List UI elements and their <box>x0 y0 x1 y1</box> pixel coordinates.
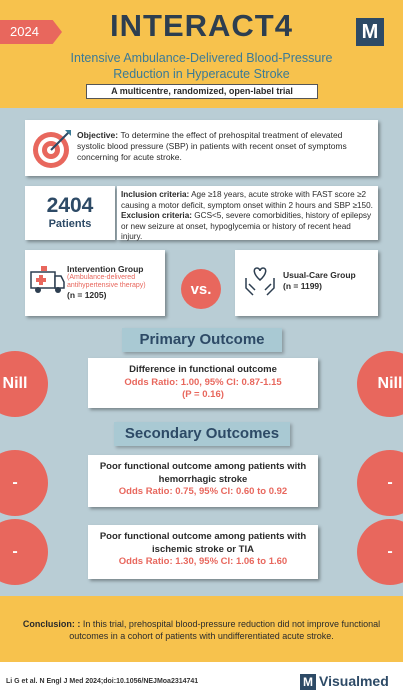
footer-logo: M <box>300 674 316 690</box>
exclusion-label: Exclusion criteria: <box>121 211 192 220</box>
intervention-n: (n = 1205) <box>67 290 107 300</box>
exclusion: GCS<5, severe comorbidities, history of … <box>121 211 372 241</box>
outcome-title: Poor functional outcome among patients w… <box>99 531 307 555</box>
year-tag: 2024 <box>0 20 62 44</box>
objective-text: To determine the effect of prehospital t… <box>77 130 347 162</box>
ambulance-icon <box>30 266 65 293</box>
secondary-box: Poor functional outcome among patients w… <box>88 455 318 507</box>
conclusion-text: In this trial, prehospital blood-pressur… <box>69 619 381 641</box>
objective-box: Objective: To determine the effect of pr… <box>25 120 378 176</box>
patients-count: 2404 <box>46 194 94 217</box>
usual-text: Usual-Care Group (n = 1199) <box>283 270 375 292</box>
intervention-text: Intervention Group (Ambulance-delivered … <box>67 264 163 300</box>
design: A multicentre, randomized, open-label tr… <box>86 84 318 99</box>
main <box>0 108 403 596</box>
citation: Li G et al. N Engl J Med 2024;doi:10.105… <box>6 678 199 685</box>
patients-box: 2404 Patients <box>25 186 115 240</box>
usual-name: Usual-Care Group <box>283 270 356 280</box>
brand: Visualmed <box>319 673 389 689</box>
intervention-name: Intervention Group <box>67 264 144 274</box>
side-label: - <box>357 519 403 585</box>
inclusion: Age ≥18 years, acute stroke with FAST sc… <box>121 190 373 210</box>
outcome-title: Poor functional outcome among patients w… <box>99 461 307 485</box>
outcome-result: Odds Ratio: 1.00, 95% CI: 0.87-1.15 <box>124 376 282 388</box>
intervention-note: (Ambulance-delivered antihypertensive th… <box>67 274 146 289</box>
patients-label: Patients <box>48 218 92 230</box>
inclusion-label: Inclusion criteria: <box>121 190 190 199</box>
target-icon <box>33 130 71 168</box>
objective-label: Objective: <box>77 130 119 140</box>
criteria-box: Inclusion criteria: Age ≥18 years, acute… <box>117 186 378 241</box>
logo: M <box>356 18 384 46</box>
care-icon <box>245 267 275 296</box>
outcome-result: Odds Ratio: 1.30, 95% CI: 1.06 to 1.60 <box>118 556 288 567</box>
outcome-p: (P = 0.16) <box>182 389 224 400</box>
secondary-heading: Secondary Outcomes <box>114 422 290 446</box>
primary-heading: Primary Outcome <box>122 328 282 352</box>
title: INTERACT4 <box>110 8 293 43</box>
conclusion-label: Conclusion: : <box>22 619 81 629</box>
primary-box: Difference in functional outcome Odds Ra… <box>88 358 318 408</box>
side-label: - <box>357 450 403 516</box>
intervention-box: Intervention Group (Ambulance-delivered … <box>25 250 165 316</box>
outcome-result: Odds Ratio: 0.75, 95% CI: 0.60 to 0.92 <box>118 486 288 497</box>
usual-n: (n = 1199) <box>283 281 322 291</box>
subtitle: Intensive Ambulance-Delivered Blood-Pres… <box>70 51 333 81</box>
side-label: Nill <box>357 351 403 417</box>
usual-box: Usual-Care Group (n = 1199) <box>235 250 378 316</box>
outcome-title: Difference in functional outcome <box>129 364 277 375</box>
secondary-box: Poor functional outcome among patients w… <box>88 525 318 579</box>
conclusion: Conclusion: : In this trial, prehospital… <box>0 596 403 662</box>
objective: Objective: To determine the effect of pr… <box>77 130 372 163</box>
versus: vs. <box>181 269 221 309</box>
